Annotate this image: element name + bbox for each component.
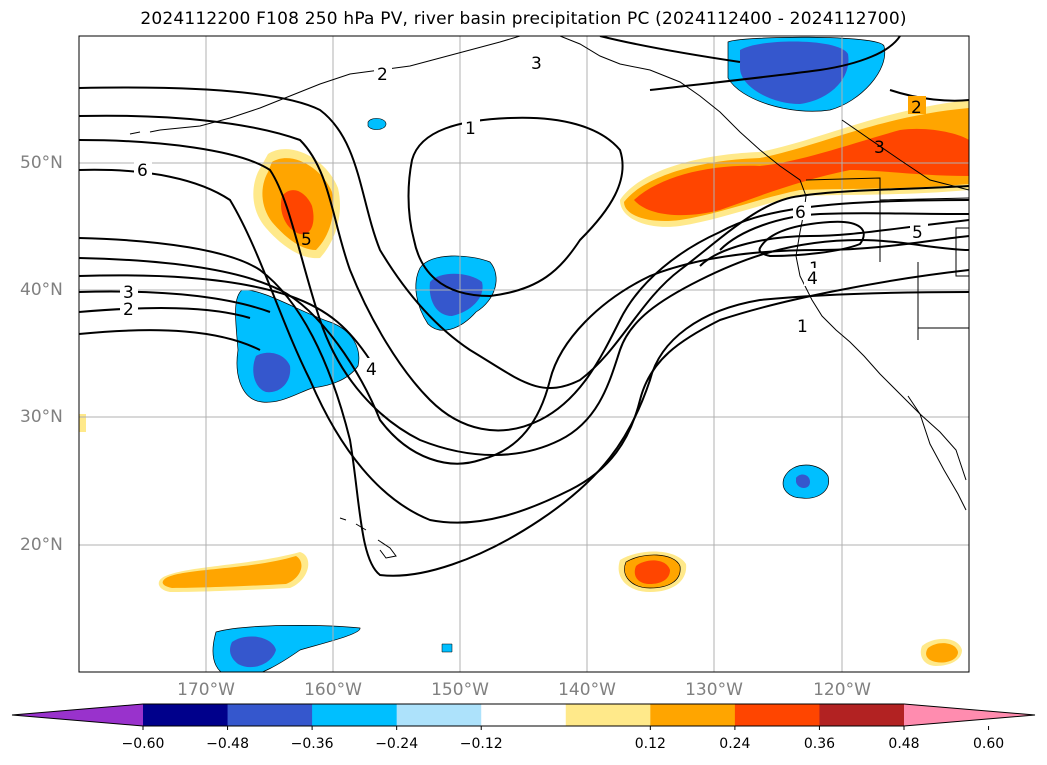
lon-label: 140°W bbox=[558, 680, 616, 700]
contour-label: 4 bbox=[807, 269, 818, 289]
colorbar-segment bbox=[143, 704, 229, 726]
lon-label: 150°W bbox=[431, 680, 489, 700]
colorbar-tick-label: 0.48 bbox=[888, 736, 920, 752]
colorbar-tick-label: −0.24 bbox=[375, 736, 419, 752]
contour-label: 1 bbox=[465, 119, 476, 139]
colorbar-segment bbox=[481, 704, 567, 726]
contour-label: 6 bbox=[795, 203, 806, 223]
contour-label: 3 bbox=[531, 54, 542, 74]
gridlines bbox=[79, 36, 969, 672]
plot-area: 1 1 1 2 2 2 3 3 3 4 4 5 5 6 6 bbox=[79, 36, 969, 672]
contour-label: 1 bbox=[797, 317, 808, 337]
contour-label: 6 bbox=[137, 161, 148, 181]
colorbar-tick-label: −0.60 bbox=[121, 736, 165, 752]
colorbar-tick-label: 0.36 bbox=[803, 736, 836, 752]
lon-label: 170°W bbox=[177, 680, 235, 700]
pv-contours bbox=[79, 36, 969, 577]
lat-label: 50°N bbox=[20, 153, 63, 173]
contour-label: 2 bbox=[377, 65, 388, 85]
colorbar-segment bbox=[396, 704, 482, 726]
colorbar-tick-label: 0.24 bbox=[719, 736, 751, 752]
contour-label: 3 bbox=[123, 283, 134, 303]
lon-label: 130°W bbox=[685, 680, 743, 700]
coastlines bbox=[129, 36, 969, 559]
colorbar bbox=[11, 703, 1036, 730]
plot-border bbox=[78, 35, 970, 673]
lat-label: 30°N bbox=[20, 407, 63, 427]
lon-label: 160°W bbox=[304, 680, 362, 700]
colorbar-tick-label: 0.12 bbox=[634, 736, 666, 752]
colorbar-segment bbox=[819, 704, 905, 726]
colorbar-tick-label: −0.12 bbox=[459, 736, 503, 752]
lon-label: 120°W bbox=[813, 680, 871, 700]
contour-labels: 1 1 1 2 2 2 3 3 3 4 4 5 5 6 6 bbox=[120, 52, 928, 380]
colorbar-segment bbox=[650, 704, 736, 726]
contour-label: 3 bbox=[874, 138, 885, 158]
lat-label: 40°N bbox=[20, 280, 63, 300]
colorbar-tick-label: 0.60 bbox=[972, 736, 1005, 752]
contour-label: 4 bbox=[366, 360, 377, 380]
precip-shading bbox=[79, 36, 969, 672]
colorbar-tick-label: −0.48 bbox=[206, 736, 249, 752]
colorbar-extend-high bbox=[904, 704, 1035, 726]
colorbar-extend-low bbox=[12, 704, 143, 726]
colorbar-segment bbox=[227, 704, 313, 726]
colorbar-segment bbox=[734, 704, 820, 726]
colorbar-segment bbox=[312, 704, 398, 726]
map-title: 2024112200 F108 250 hPa PV, river basin … bbox=[140, 9, 907, 29]
colorbar-tick-label: −0.36 bbox=[290, 736, 334, 752]
contour-label: 5 bbox=[301, 230, 312, 250]
contour-label: 5 bbox=[912, 223, 923, 243]
contour-label: 2 bbox=[911, 98, 922, 118]
lat-label: 20°N bbox=[20, 535, 63, 555]
contour-label: 2 bbox=[123, 300, 134, 320]
colorbar-segment bbox=[565, 704, 651, 726]
